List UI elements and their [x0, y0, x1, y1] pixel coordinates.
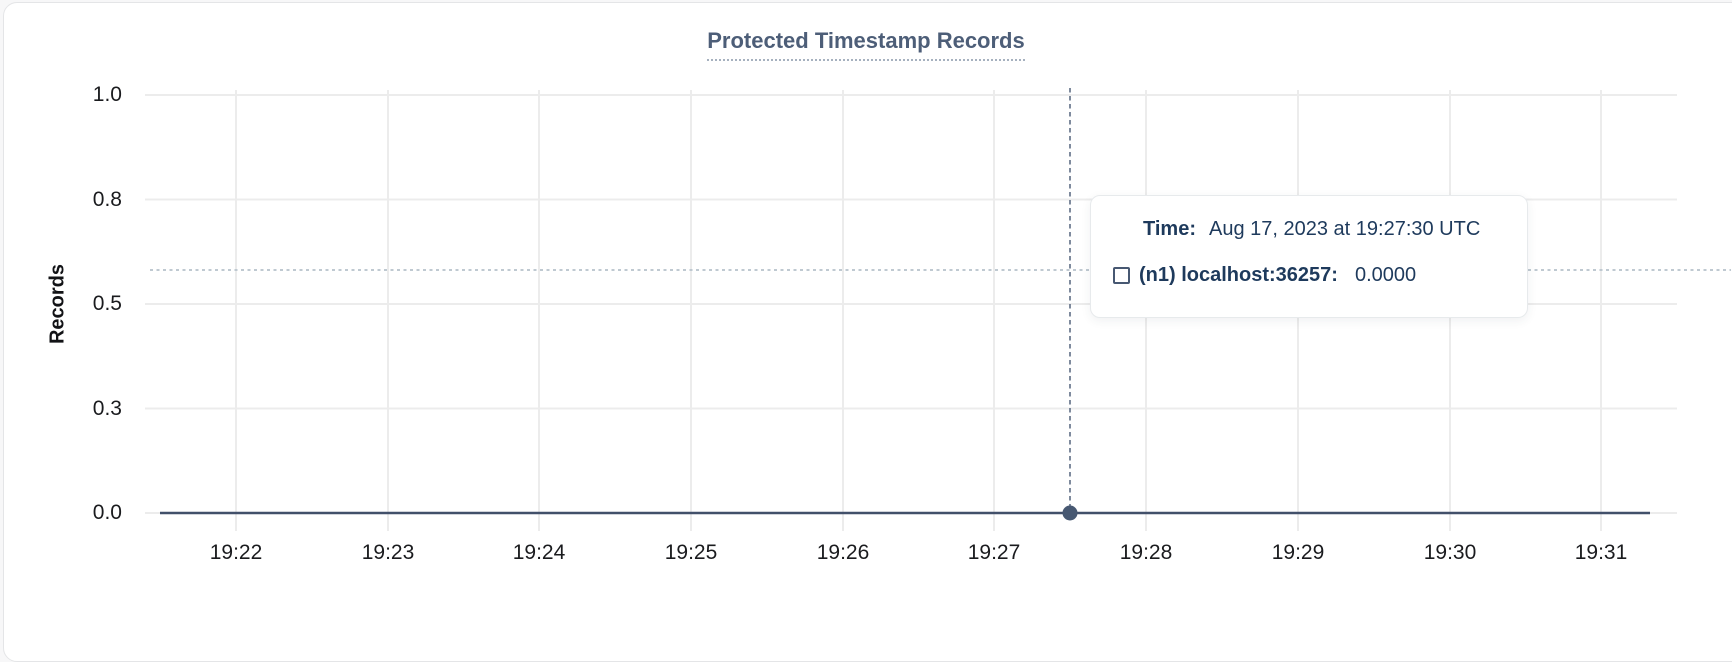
y-tick-label: 0.3 — [92, 396, 122, 420]
hover-point-dot — [1062, 505, 1078, 521]
y-tick-label: 0.0 — [92, 501, 122, 524]
x-tick-label: 19:28 — [1119, 541, 1173, 564]
square-outline-icon — [1113, 266, 1130, 284]
y-tick-label: 0.8 — [92, 187, 122, 211]
y-tick-label: 0.5 — [92, 292, 122, 315]
x-tick-label: 19:23 — [361, 541, 415, 564]
y-tick-label: 1.0 — [92, 83, 122, 106]
y-axis-title: Records — [46, 263, 69, 345]
tooltip-time-row: Time: Aug 17, 2023 at 19:27:30 UTC — [1143, 217, 1505, 241]
x-tick-label: 19:30 — [1423, 541, 1477, 564]
x-tick-label: 19:29 — [1271, 541, 1325, 564]
x-tick-label: 19:24 — [512, 541, 566, 564]
tooltip-time-label: Time: — [1143, 217, 1196, 240]
x-tick-label: 19:22 — [209, 541, 263, 564]
tooltip-time-value: Aug 17, 2023 at 19:27:30 UTC — [1208, 217, 1481, 240]
hover-tooltip: Time: Aug 17, 2023 at 19:27:30 UTC (n1) … — [1090, 195, 1528, 318]
chart-title[interactable]: Protected Timestamp Records — [707, 28, 1025, 61]
x-tick-label: 19:26 — [816, 541, 870, 564]
chart-header: Protected Timestamp Records — [0, 28, 1732, 61]
x-tick-label: 19:25 — [664, 541, 718, 564]
tooltip-series-row: (n1) localhost:36257: 0.0000 — [1113, 263, 1505, 287]
tooltip-series-label: (n1) localhost:36257: — [1139, 263, 1338, 286]
tooltip-series-value: 0.0000 — [1354, 263, 1417, 286]
x-tick-label: 19:31 — [1574, 541, 1628, 564]
chart-card — [3, 2, 1732, 662]
x-tick-label: 19:27 — [967, 541, 1021, 564]
